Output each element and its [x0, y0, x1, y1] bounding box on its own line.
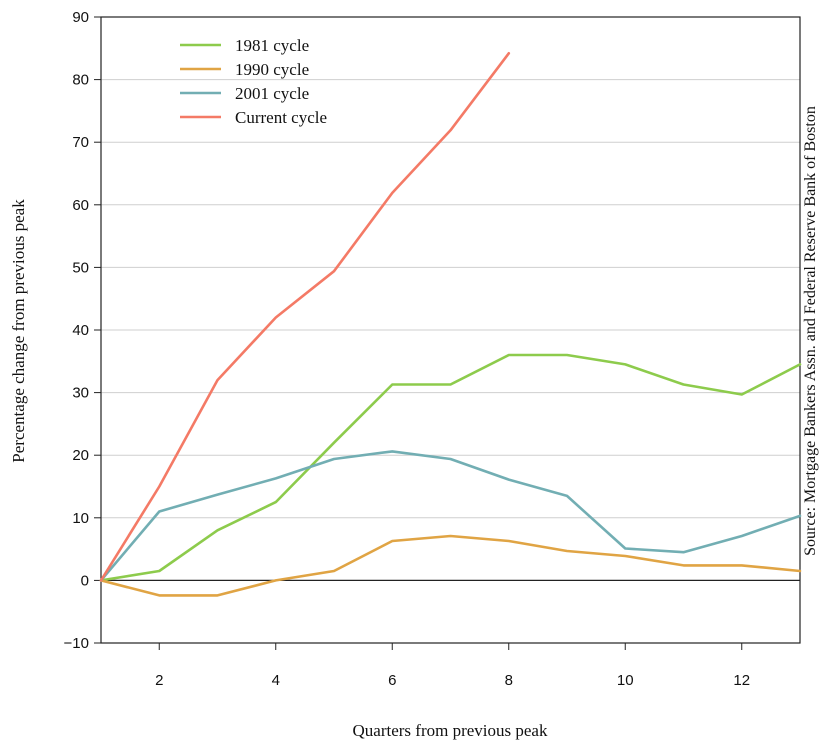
- x-tick-label: 2: [155, 672, 163, 689]
- y-tick-label: 80: [72, 72, 89, 89]
- y-axis-title: Percentage change from previous peak: [9, 199, 28, 463]
- source-note: Source: Mortgage Bankers Assn. and Feder…: [802, 106, 819, 556]
- y-tick-label: 60: [72, 197, 89, 214]
- legend: 1981 cycle 1990 cycle 2001 cycle Current cy…: [180, 36, 327, 127]
- x-tick-label: 12: [733, 672, 750, 689]
- legend-label: 1990 cycle: [235, 60, 309, 79]
- x-tick-label: 4: [272, 672, 280, 689]
- x-tick-label: 10: [617, 672, 634, 689]
- series-line-2001-cycle: [99, 450, 802, 582]
- x-axis-ticks: 2 4 6 8 10 12: [155, 643, 750, 689]
- y-tick-label: −10: [64, 635, 89, 652]
- series-line-1990-cycle: [99, 534, 802, 597]
- y-tick-label: 30: [72, 385, 89, 402]
- y-tick-label: 70: [72, 134, 89, 151]
- y-tick-label: 50: [72, 259, 89, 276]
- y-tick-label: 40: [72, 322, 89, 339]
- legend-label: 1981 cycle: [235, 36, 309, 55]
- y-tick-label: 0: [81, 572, 89, 589]
- series-line-current-cycle: [99, 51, 511, 582]
- y-tick-label: 90: [72, 9, 89, 26]
- y-axis-ticks: −10 0 10 20 30 40 50 60 70 80 90: [64, 9, 101, 652]
- legend-label: 2001 cycle: [235, 84, 309, 103]
- series-line-1981-cycle: [99, 353, 802, 582]
- x-axis-title: Quarters from previous peak: [353, 721, 548, 740]
- x-tick-label: 8: [505, 672, 513, 689]
- y-tick-label: 10: [72, 510, 89, 527]
- series-lines: [99, 51, 802, 597]
- legend-label: Current cycle: [235, 108, 327, 127]
- x-tick-label: 6: [388, 672, 396, 689]
- y-tick-label: 20: [72, 447, 89, 464]
